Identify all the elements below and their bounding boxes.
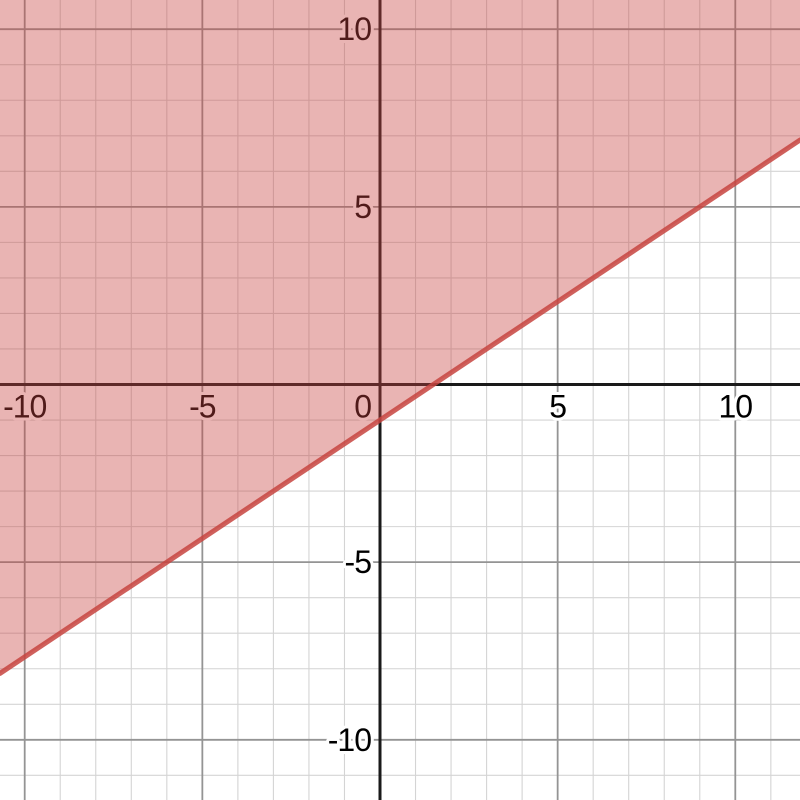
x-axis-tick-label: 5 <box>549 389 566 425</box>
boundary-line <box>0 137 800 676</box>
x-axis-tick-label: -10 <box>3 389 46 425</box>
x-axis-tick-label: -5 <box>189 389 216 425</box>
x-axis-tick-label: 10 <box>719 389 753 425</box>
shaded-region <box>0 0 800 674</box>
y-axis-tick-label: -10 <box>328 722 371 758</box>
y-axis-tick-label: 10 <box>337 11 371 47</box>
y-axis-tick-label: -5 <box>345 544 372 580</box>
